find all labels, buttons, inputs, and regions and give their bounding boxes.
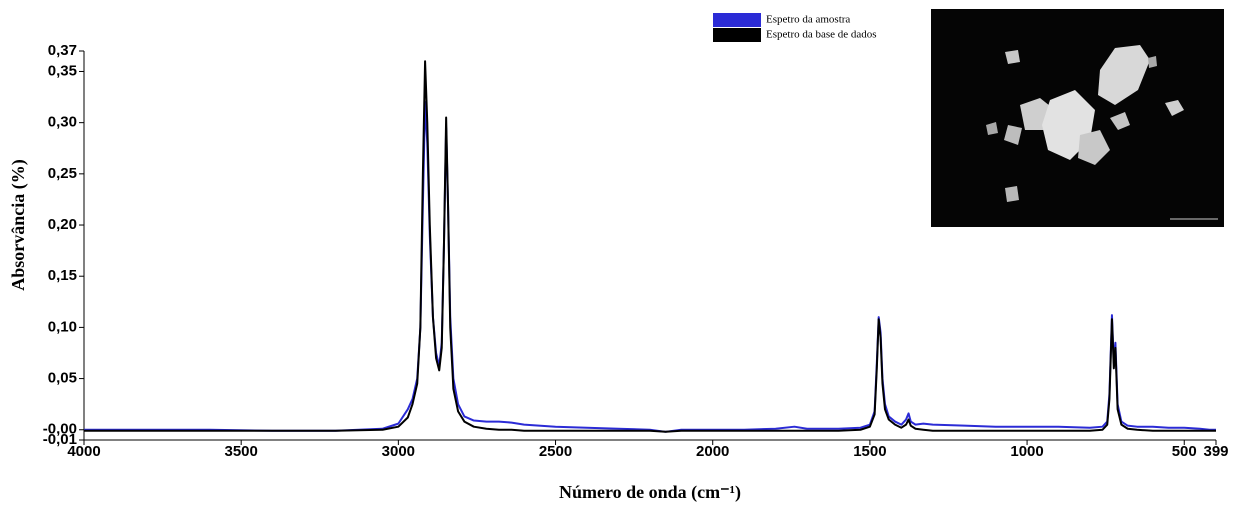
spectrum-line [84, 60, 1216, 433]
x-tick-label: 2500 [539, 443, 572, 460]
x-tick-label: 1500 [853, 443, 886, 460]
legend-swatch [713, 13, 761, 27]
sample-photo [931, 9, 1224, 227]
x-tick-label: 1000 [1010, 443, 1043, 460]
y-tick-label: 0,25 [48, 165, 77, 182]
x-tick-label: 3500 [224, 443, 257, 460]
legend-swatch [713, 28, 761, 42]
x-tick-label: 3000 [382, 443, 415, 460]
x-axis-label: Número de onda (cm⁻¹) [559, 482, 741, 503]
y-tick-label: 0,10 [48, 318, 77, 335]
x-tick-label: 4000 [67, 443, 100, 460]
y-tick-label: -0,01 [43, 431, 77, 448]
y-tick-label: 0,37 [48, 42, 77, 59]
y-tick-label: 0,15 [48, 267, 77, 284]
x-tick-label: 2000 [696, 443, 729, 460]
y-tick-label: 0,30 [48, 114, 77, 131]
x-tick-label: 500 [1172, 443, 1197, 460]
x-tick-label: 399 [1203, 443, 1228, 460]
y-tick-label: -0,00 [43, 421, 77, 438]
legend-label: Espetro da base de dados [766, 29, 877, 41]
y-tick-label: 0,05 [48, 370, 77, 387]
legend-label: Espetro da amostra [766, 14, 850, 26]
y-tick-label: 0,20 [48, 216, 77, 233]
y-tick-label: 0,35 [48, 62, 77, 79]
y-axis-label: Absorvância (%) [8, 159, 29, 291]
